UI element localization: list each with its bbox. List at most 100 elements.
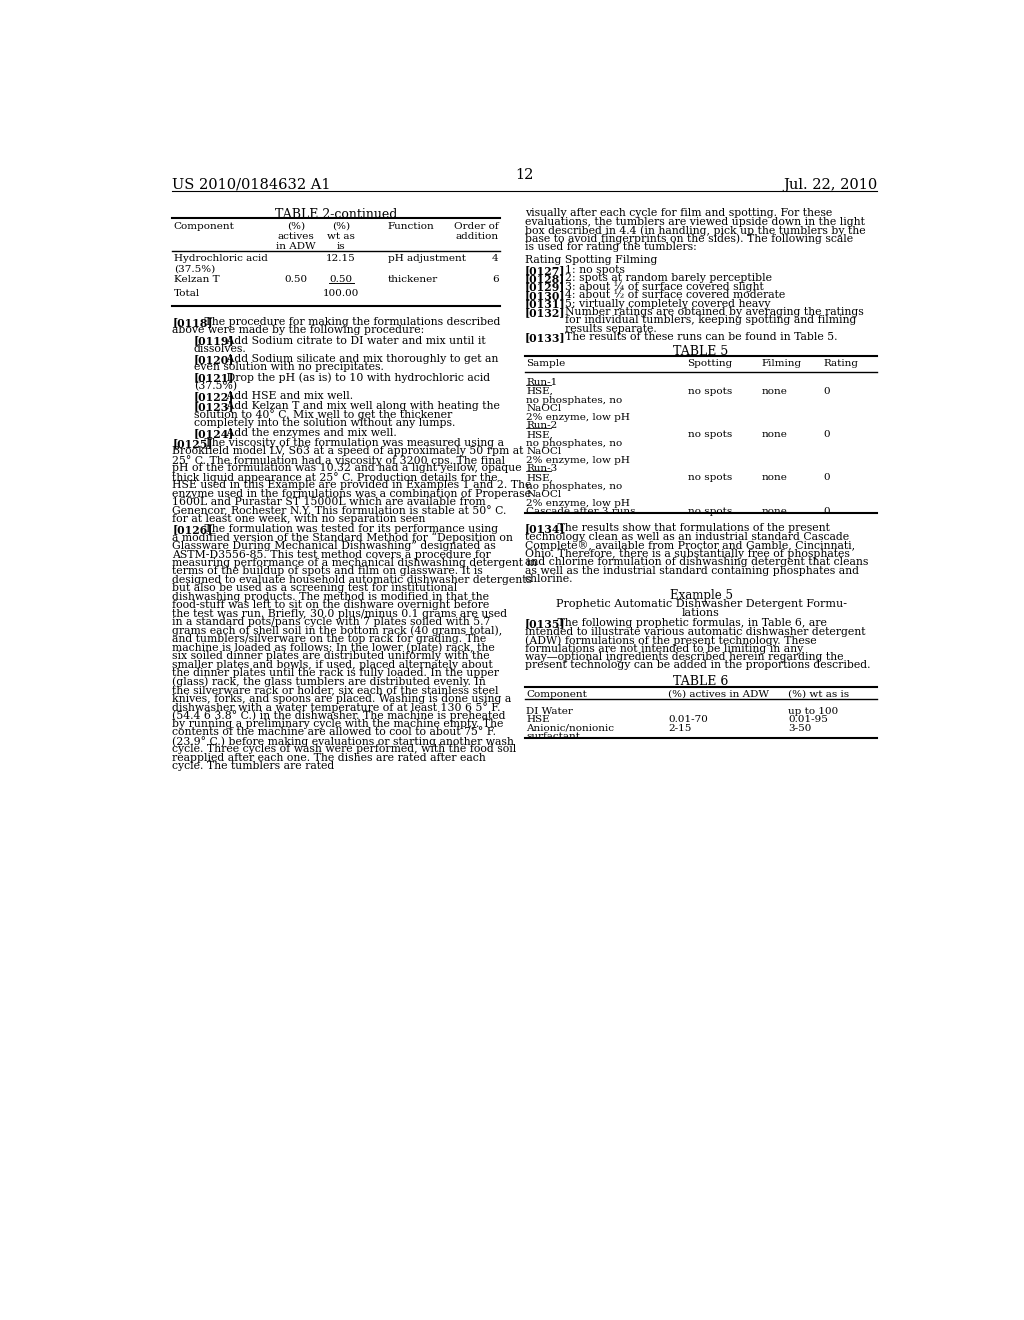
- Text: DI Water: DI Water: [526, 706, 573, 715]
- Text: The formulation was tested for its performance using: The formulation was tested for its perfo…: [194, 524, 498, 535]
- Text: NaOCl: NaOCl: [526, 404, 561, 413]
- Text: (glass) rack, the glass tumblers are distributed evenly. In: (glass) rack, the glass tumblers are dis…: [172, 677, 486, 688]
- Text: visually after each cycle for film and spotting. For these: visually after each cycle for film and s…: [524, 209, 833, 218]
- Text: even solution with no precipitates.: even solution with no precipitates.: [194, 363, 384, 372]
- Text: Add Kelzan T and mix well along with heating the: Add Kelzan T and mix well along with hea…: [216, 401, 500, 411]
- Text: [0135]: [0135]: [524, 618, 565, 630]
- Text: base to avoid fingerprints on the sides). The following scale: base to avoid fingerprints on the sides)…: [524, 234, 853, 244]
- Text: completely into the solution without any lumps.: completely into the solution without any…: [194, 418, 456, 428]
- Text: 2-15: 2-15: [669, 723, 691, 733]
- Text: no spots: no spots: [687, 474, 732, 482]
- Text: enzyme used in the formulations was a combination of Properase: enzyme used in the formulations was a co…: [172, 488, 531, 499]
- Text: technology clean as well as an industrial standard Cascade: technology clean as well as an industria…: [524, 532, 849, 541]
- Text: 0: 0: [823, 507, 829, 516]
- Text: Run-1: Run-1: [526, 378, 558, 387]
- Text: thickener: thickener: [388, 276, 438, 284]
- Text: (23.9° C.) before making evaluations or starting another wash: (23.9° C.) before making evaluations or …: [172, 737, 514, 747]
- Text: 2% enzyme, low pH: 2% enzyme, low pH: [526, 455, 630, 465]
- Text: solution to 40° C. Mix well to get the thickener: solution to 40° C. Mix well to get the t…: [194, 409, 453, 420]
- Text: 0.50: 0.50: [330, 276, 352, 284]
- Text: The results of these runs can be found in Table 5.: The results of these runs can be found i…: [565, 333, 838, 342]
- Text: HSE used in this Example are provided in Examples 1 and 2. The: HSE used in this Example are provided in…: [172, 480, 531, 490]
- Text: Drop the pH (as is) to 10 with hydrochloric acid: Drop the pH (as is) to 10 with hydrochlo…: [216, 372, 489, 383]
- Text: Component: Component: [526, 689, 587, 698]
- Text: as well as the industrial standard containing phosphates and: as well as the industrial standard conta…: [524, 566, 859, 576]
- Text: [0130]: [0130]: [524, 290, 565, 301]
- Text: none: none: [761, 430, 787, 440]
- Text: Jul. 22, 2010: Jul. 22, 2010: [783, 178, 878, 191]
- Text: 12.15: 12.15: [327, 253, 356, 263]
- Text: TABLE 5: TABLE 5: [674, 345, 729, 358]
- Text: Run-2: Run-2: [526, 421, 558, 430]
- Text: [0126]: [0126]: [172, 524, 213, 535]
- Text: the dinner plates until the rack is fully loaded. In the upper: the dinner plates until the rack is full…: [172, 668, 499, 678]
- Text: The viscosity of the formulation was measured using a: The viscosity of the formulation was mea…: [194, 438, 504, 447]
- Text: the silverware rack or holder, six each of the stainless steel: the silverware rack or holder, six each …: [172, 685, 499, 696]
- Text: box described in 4.4 (in handling, pick up the tumblers by the: box described in 4.4 (in handling, pick …: [524, 226, 865, 236]
- Text: HSE: HSE: [526, 715, 550, 725]
- Text: no spots: no spots: [687, 387, 732, 396]
- Text: US 2010/0184632 A1: US 2010/0184632 A1: [172, 178, 331, 191]
- Text: [0125]: [0125]: [172, 438, 213, 449]
- Text: (%) actives in ADW: (%) actives in ADW: [669, 689, 769, 698]
- Text: 0.01-95: 0.01-95: [788, 715, 828, 725]
- Text: (ADW) formulations of the present technology. These: (ADW) formulations of the present techno…: [524, 635, 816, 645]
- Text: is used for rating the tumblers:: is used for rating the tumblers:: [524, 243, 696, 252]
- Text: none: none: [761, 387, 787, 396]
- Text: 1600L and Purastar ST 15000L which are available from: 1600L and Purastar ST 15000L which are a…: [172, 498, 485, 507]
- Text: Example 5: Example 5: [670, 589, 732, 602]
- Text: up to 100: up to 100: [788, 706, 839, 715]
- Text: measuring performance of a mechanical dishwashing detergent in: measuring performance of a mechanical di…: [172, 558, 538, 568]
- Text: no phosphates, no: no phosphates, no: [526, 482, 623, 491]
- Text: The procedure for making the formulations described: The procedure for making the formulation…: [194, 317, 501, 327]
- Text: machine is loaded as follows: In the lower (plate) rack, the: machine is loaded as follows: In the low…: [172, 643, 495, 653]
- Text: Add HSE and mix well.: Add HSE and mix well.: [216, 391, 353, 401]
- Text: Brookfield model LV, S63 at a speed of approximately 50 rpm at: Brookfield model LV, S63 at a speed of a…: [172, 446, 523, 457]
- Text: Rating: Rating: [823, 359, 858, 368]
- Text: dissolves.: dissolves.: [194, 345, 247, 354]
- Text: Complete®, available from Proctor and Gamble, Cincinnati,: Complete®, available from Proctor and Ga…: [524, 540, 855, 552]
- Text: pH adjustment: pH adjustment: [388, 253, 466, 263]
- Text: six soiled dinner plates are distributed uniformly with the: six soiled dinner plates are distributed…: [172, 651, 489, 661]
- Text: Number ratings are obtained by averaging the ratings: Number ratings are obtained by averaging…: [565, 308, 864, 317]
- Text: 6: 6: [492, 276, 499, 284]
- Text: 3: about ¼ of surface covered slight: 3: about ¼ of surface covered slight: [565, 281, 764, 292]
- Text: and chlorine formulation of dishwashing detergent that cleans: and chlorine formulation of dishwashing …: [524, 557, 868, 568]
- Text: Run-3: Run-3: [526, 465, 558, 473]
- Text: by running a preliminary cycle with the machine empty. The: by running a preliminary cycle with the …: [172, 719, 504, 729]
- Text: intended to illustrate various automatic dishwasher detergent: intended to illustrate various automatic…: [524, 627, 865, 636]
- Text: chlorine.: chlorine.: [524, 574, 573, 585]
- Text: 0: 0: [823, 430, 829, 440]
- Text: above were made by the following procedure:: above were made by the following procedu…: [172, 326, 424, 335]
- Text: [0129]: [0129]: [524, 281, 565, 293]
- Text: none: none: [761, 474, 787, 482]
- Text: smaller plates and bowls, if used, placed alternately about: smaller plates and bowls, if used, place…: [172, 660, 493, 669]
- Text: [0120]: [0120]: [194, 354, 234, 364]
- Text: for at least one week, with no separation seen: for at least one week, with no separatio…: [172, 515, 426, 524]
- Text: NaOCl: NaOCl: [526, 447, 561, 457]
- Text: cycle. The tumblers are rated: cycle. The tumblers are rated: [172, 762, 335, 771]
- Text: Component: Component: [174, 222, 234, 231]
- Text: present technology can be added in the proportions described.: present technology can be added in the p…: [524, 660, 870, 671]
- Text: 0: 0: [823, 474, 829, 482]
- Text: 3-50: 3-50: [788, 723, 812, 733]
- Text: Add Sodium citrate to DI water and mix until it: Add Sodium citrate to DI water and mix u…: [216, 335, 485, 346]
- Text: lations: lations: [682, 609, 720, 618]
- Text: The following prophetic formulas, in Table 6, are: The following prophetic formulas, in Tab…: [547, 618, 826, 628]
- Text: food-stuff was left to sit on the dishware overnight before: food-stuff was left to sit on the dishwa…: [172, 601, 489, 610]
- Text: in a standard pots/pans cycle with 7 plates soiled with 5.7: in a standard pots/pans cycle with 7 pla…: [172, 618, 490, 627]
- Text: 25° C. The formulation had a viscosity of 3200 cps. The final: 25° C. The formulation had a viscosity o…: [172, 455, 505, 466]
- Text: Order of
addition: Order of addition: [454, 222, 499, 242]
- Text: [0132]: [0132]: [524, 308, 565, 318]
- Text: Add Sodium silicate and mix thoroughly to get an: Add Sodium silicate and mix thoroughly t…: [216, 354, 498, 364]
- Text: Hydrochloric acid
(37.5%): Hydrochloric acid (37.5%): [174, 253, 267, 273]
- Text: 2% enzyme, low pH: 2% enzyme, low pH: [526, 499, 630, 508]
- Text: dishwashing products. The method is modified in that the: dishwashing products. The method is modi…: [172, 591, 489, 602]
- Text: Total: Total: [174, 289, 200, 298]
- Text: knives, forks, and spoons are placed. Washing is done using a: knives, forks, and spoons are placed. Wa…: [172, 693, 511, 704]
- Text: 12: 12: [516, 168, 534, 182]
- Text: dishwasher with a water temperature of at least 130 6 5° F.: dishwasher with a water temperature of a…: [172, 702, 501, 713]
- Text: [0134]: [0134]: [524, 524, 565, 535]
- Text: reapplied after each one. The dishes are rated after each: reapplied after each one. The dishes are…: [172, 752, 486, 763]
- Text: no spots: no spots: [687, 507, 732, 516]
